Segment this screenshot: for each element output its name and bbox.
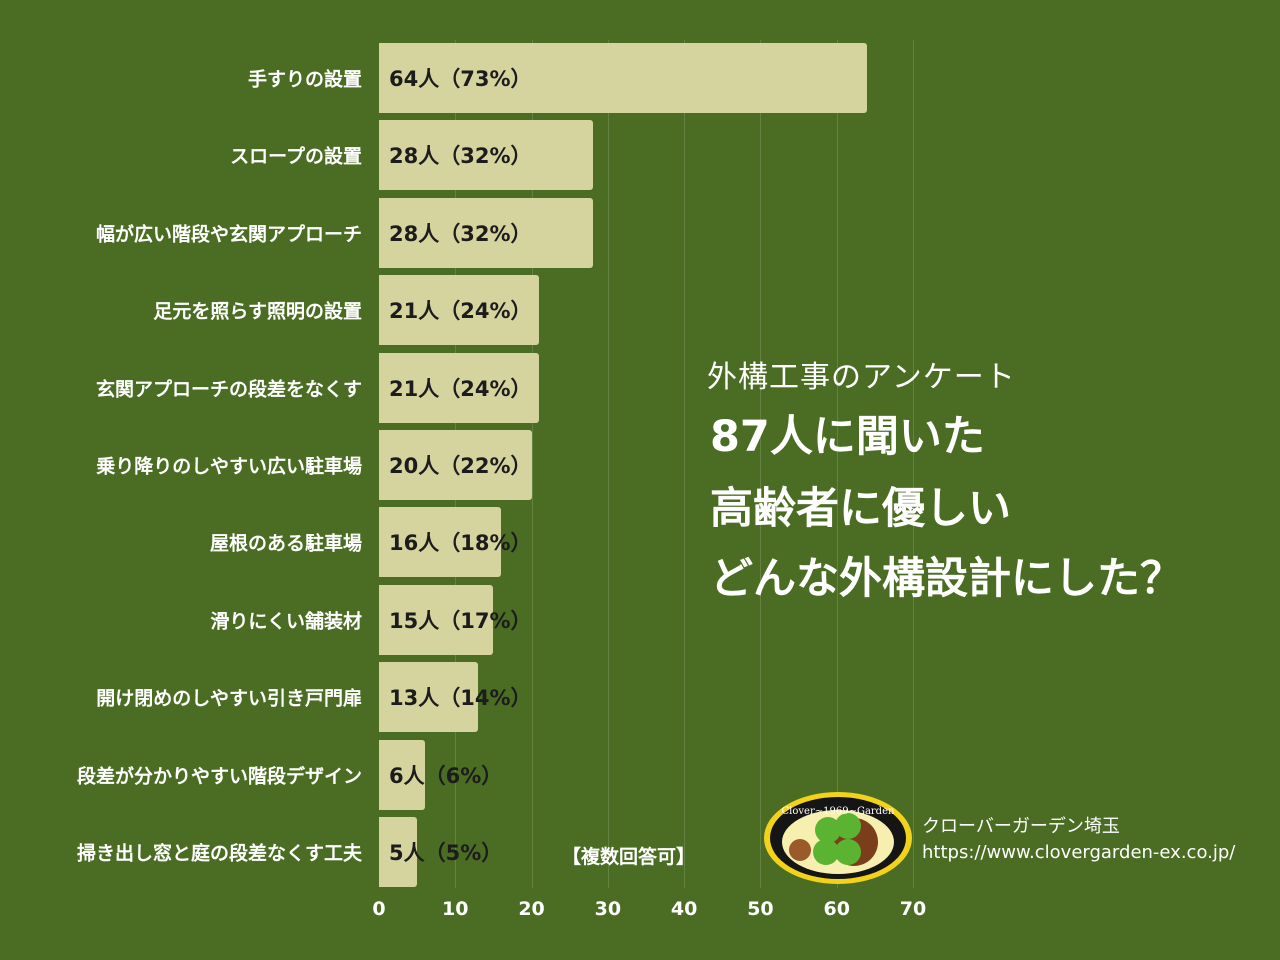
headline-line-3: どんな外構設計にした？ (710, 554, 1183, 604)
data-label: 21人（24%） (389, 299, 532, 324)
headline-line-1: 87人に聞いた (710, 412, 985, 462)
data-label: 13人（14%） (389, 686, 532, 711)
category-label: 幅が広い階段や玄関アプローチ (95, 223, 362, 246)
data-label: 21人（24%） (389, 376, 532, 401)
data-label: 64人（73%） (389, 67, 532, 91)
bar (379, 662, 479, 733)
category-label: 手すりの設置 (247, 68, 362, 91)
multiple-answer-note: 【複数回答可】 (562, 846, 696, 868)
x-tick-label: 40 (670, 898, 698, 920)
category-label: 滑りにくい舗装材 (210, 610, 362, 633)
brand-url[interactable]: https://www.clovergarden-ex.co.jp/ (922, 842, 1236, 863)
gridline (684, 40, 686, 888)
gridline (531, 40, 533, 888)
brand-name: クローバーガーデン埼玉 (922, 816, 1120, 837)
data-label: 28人（32%） (389, 221, 532, 246)
data-label: 15人（17%） (389, 608, 532, 633)
category-label: スロープの設置 (230, 145, 362, 168)
bar (379, 197, 593, 268)
gridline (760, 40, 762, 888)
x-tick-label: 60 (823, 898, 850, 920)
category-label: 掃き出し窓と庭の段差なくす工夫 (76, 842, 362, 865)
bar (379, 584, 494, 655)
data-label: 20人（22%） (389, 454, 532, 478)
data-label: 5人（5%） (389, 841, 503, 865)
bar (379, 739, 425, 810)
bar (379, 817, 418, 887)
x-tick-label: 0 (372, 898, 386, 920)
headline-line-2: 高齢者に優しい (710, 484, 1011, 534)
category-label: 足元を照らす照明の設置 (153, 300, 362, 323)
x-tick-label: 50 (747, 898, 774, 920)
bar (379, 275, 540, 346)
data-label: 16人（18%） (389, 531, 532, 556)
category-label: 段差が分かりやすい階段デザイン (76, 765, 362, 788)
x-tick-label: 20 (518, 898, 545, 920)
x-tick-label: 70 (899, 898, 927, 920)
survey-subtitle: 外構工事のアンケート (707, 360, 1016, 395)
gridline (913, 40, 914, 888)
clover-garden-logo: Clover~1969~Garden (764, 792, 912, 884)
gridline (607, 40, 609, 888)
x-tick-label: 10 (442, 898, 469, 920)
x-tick-label: 30 (594, 898, 622, 920)
bar (379, 507, 502, 578)
bar (379, 43, 868, 113)
gridline (836, 40, 838, 888)
category-label: 開け閉めのしやすい引き戸門扉 (96, 687, 362, 710)
category-label: 乗り降りのしやすい広い駐車場 (96, 455, 362, 478)
category-label: 玄関アプローチの段差をなくす (95, 378, 362, 401)
data-label: 6人（6%） (389, 763, 503, 788)
data-label: 28人（32%） (389, 144, 532, 169)
bar (379, 352, 540, 423)
svg-text:Clover~1969~Garden: Clover~1969~Garden (782, 806, 895, 817)
bar (379, 120, 593, 191)
category-label: 屋根のある駐車場 (209, 532, 362, 555)
bar (379, 430, 532, 500)
